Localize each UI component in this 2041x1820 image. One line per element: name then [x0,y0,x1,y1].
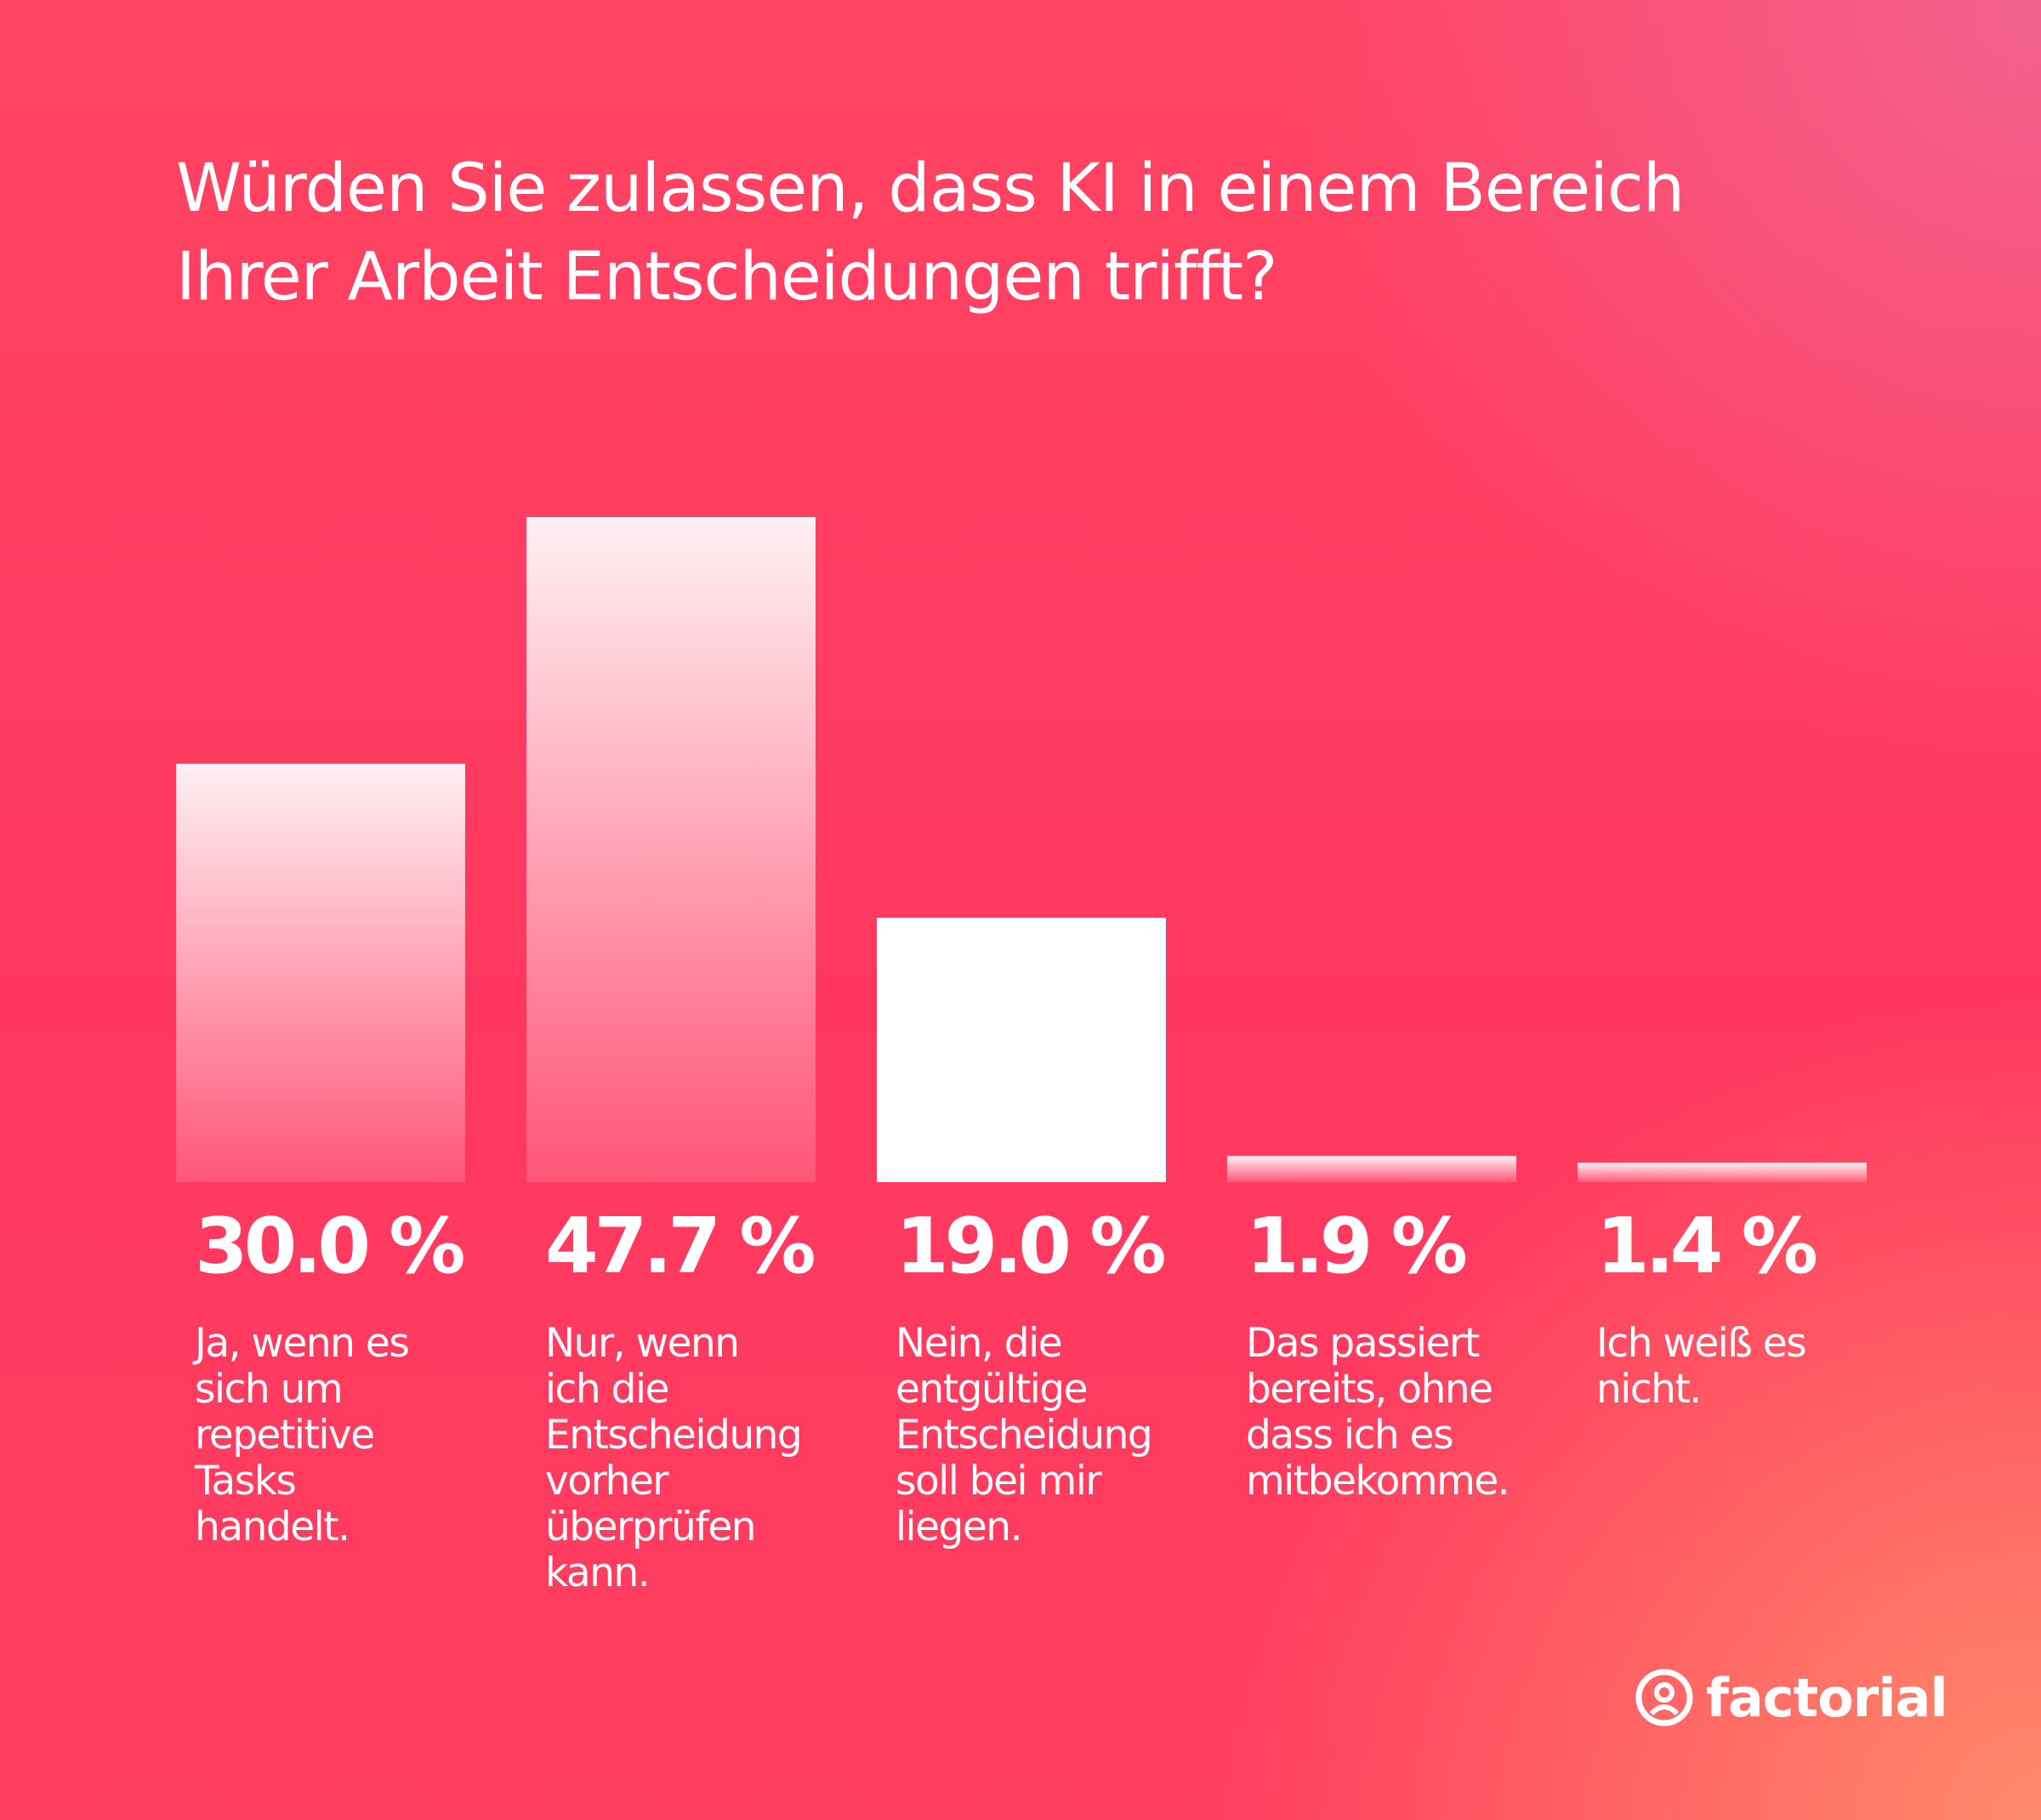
value-label: 1.9 % [1246,1202,1468,1291]
value-label: 47.7 % [545,1202,816,1291]
category-label: Das passiert bereits, ohne dass ich es m… [1246,1320,1510,1504]
bar [877,917,1166,1182]
value-label: 1.4 % [1596,1202,1818,1291]
category-label: Nur, wenn ich die Entscheidung vorher üb… [545,1320,803,1596]
category-label: Nein, die entgültige Entscheidung soll b… [895,1320,1153,1550]
logo-icon [1635,1669,1693,1726]
category-label: Ich weiß es nicht. [1596,1320,1807,1413]
bar [1578,1163,1867,1182]
bar [1227,1155,1516,1182]
chart-title: Würden Sie zulassen, dass KI in einem Be… [176,151,1685,316]
logo-text: factorial [1706,1666,1948,1729]
value-label: 30.0 % [195,1202,466,1291]
category-label: Ja, wenn es sich um repetitive Tasks han… [195,1320,410,1550]
value-label: 19.0 % [895,1202,1167,1291]
bar [526,517,816,1182]
logo: factorial [1635,1664,1948,1732]
bar [176,764,465,1182]
